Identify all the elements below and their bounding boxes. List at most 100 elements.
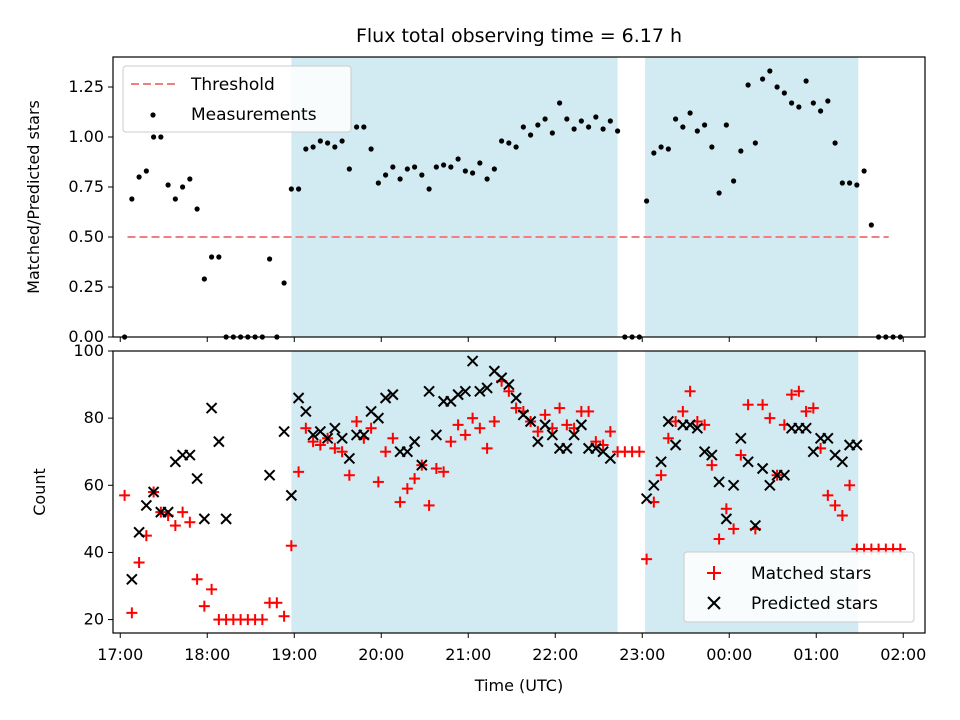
- measurement-point-78: [687, 110, 693, 116]
- matched-star-point-64: [583, 405, 595, 417]
- matched-star-point-100: [844, 479, 856, 491]
- measurement-point-34: [368, 146, 374, 152]
- measurement-point-4: [151, 134, 157, 140]
- predicted-x-b: [778, 469, 791, 481]
- matched-star-point-49: [474, 422, 486, 434]
- matched-star-point-34: [365, 422, 377, 434]
- measurement-point-100: [847, 180, 853, 186]
- predicted-x-b: [510, 392, 522, 404]
- measurement-point-98: [832, 140, 838, 146]
- bottom-x-tick-label: 17:00: [97, 645, 143, 664]
- predicted-star-point-83: [800, 422, 812, 434]
- predicted-x-b: [285, 489, 298, 502]
- measurement-point-22: [281, 280, 287, 286]
- predicted-x-b: [800, 422, 812, 434]
- matched-star-point-7: [169, 520, 181, 532]
- matched-star-point-97: [822, 489, 834, 501]
- measurement-point-3: [143, 168, 149, 174]
- top-y-ticks: 0.00 0.25 0.50 0.75 1.00 1.25: [68, 77, 113, 346]
- predicted-star-point-1: [133, 526, 145, 538]
- measurement-point-92: [789, 100, 795, 106]
- bottom-shaded-interval-0: [291, 351, 618, 633]
- matched-star-point-37: [387, 432, 399, 444]
- matched-star-point-99: [836, 510, 848, 521]
- predicted-star-point-78: [764, 479, 776, 491]
- matched-star-point-23: [285, 540, 297, 552]
- predicted-x-b: [503, 378, 515, 391]
- measurement-point-33: [361, 124, 367, 130]
- measurement-point-47: [462, 168, 468, 174]
- matched-star-point-85: [735, 449, 747, 461]
- matched-star-point-71: [633, 446, 645, 458]
- predicted-star-point-11: [205, 402, 218, 414]
- matched-star-point-83: [720, 503, 732, 515]
- matched-star-point-88: [757, 399, 769, 411]
- legend-matched-label: Matched stars: [751, 564, 871, 584]
- predicted-star-point-30: [387, 388, 399, 401]
- measurement-point-88: [760, 76, 766, 82]
- bottom-legend: Matched stars Predicted stars: [683, 551, 915, 623]
- matched-star-point-54: [510, 402, 522, 414]
- legend-predicted-swatch: [707, 596, 721, 610]
- measurement-point-54: [513, 144, 519, 150]
- measurement-point-66: [600, 126, 606, 132]
- predicted-x-b: [851, 439, 863, 451]
- predicted-x-b: [184, 449, 196, 461]
- matched-star-point-32: [351, 416, 363, 427]
- bottom-y-tick-label: 60: [84, 475, 104, 494]
- measurement-point-5: [158, 134, 164, 140]
- predicted-star-point-17: [292, 392, 305, 404]
- measurement-point-52: [499, 138, 505, 144]
- predicted-star-point-88: [836, 456, 849, 468]
- predicted-star-point-22: [329, 422, 341, 434]
- matched-star-point-95: [807, 402, 819, 414]
- predicted-star-point-5: [162, 506, 174, 518]
- predicted-x-b: [423, 385, 435, 397]
- predicted-x-b: [466, 355, 479, 367]
- predicted-star-point-49: [524, 415, 537, 428]
- legend-predicted-label: Predicted stars: [751, 594, 878, 614]
- predicted-star-point-52: [546, 429, 559, 441]
- measurement-point-1: [129, 196, 135, 202]
- measurement-point-40: [412, 164, 418, 170]
- top-y-tick-label: 0.75: [68, 177, 104, 196]
- predicted-star-point-80: [778, 469, 791, 481]
- measurement-point-31: [346, 166, 352, 172]
- top-panel: 0.00 0.25 0.50 0.75 1.00 1.25 Flux total obse…: [24, 25, 926, 346]
- predicted-star-point-71: [713, 476, 725, 488]
- matched-star-point-98: [829, 499, 841, 511]
- predicted-x-b: [133, 526, 145, 538]
- matched-star-point-43: [430, 463, 442, 474]
- predicted-star-point-69: [698, 446, 711, 458]
- measurement-point-45: [448, 164, 454, 170]
- bottom-x-tick-label: 20:00: [358, 645, 404, 664]
- measurement-point-25: [303, 146, 309, 152]
- measurement-point-62: [571, 126, 577, 132]
- matched-star-point-50: [481, 442, 493, 454]
- predicted-star-point-13: [220, 513, 232, 525]
- matched-star-point-82: [713, 533, 725, 545]
- measurement-point-99: [839, 180, 845, 186]
- predicted-x-b: [314, 425, 327, 438]
- predicted-star-point-14: [263, 469, 276, 481]
- matched-star-point-44: [438, 466, 450, 478]
- predicted-x-b: [662, 415, 675, 428]
- matched-star-point-29: [329, 442, 341, 454]
- matched-star-point-21: [271, 597, 283, 609]
- measurement-point-29: [332, 144, 338, 150]
- measurement-point-91: [781, 90, 787, 96]
- predicted-x-b: [735, 432, 747, 444]
- predicted-star-point-50: [532, 435, 544, 448]
- predicted-x-b: [191, 472, 203, 485]
- predicted-star-point-46: [503, 378, 515, 391]
- measurement-point-37: [390, 164, 396, 170]
- measurement-point-30: [339, 138, 345, 144]
- predicted-x-b: [822, 432, 834, 444]
- measurement-point-24: [296, 186, 302, 192]
- predicted-star-point-61: [640, 493, 653, 505]
- measurement-point-8: [180, 184, 186, 190]
- measurement-point-103: [868, 222, 874, 228]
- measurement-point-101: [854, 182, 860, 188]
